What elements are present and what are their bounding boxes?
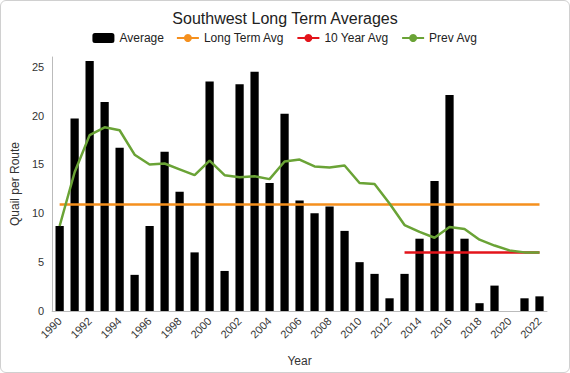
svg-text:2020: 2020 bbox=[488, 315, 514, 341]
svg-text:2016: 2016 bbox=[428, 315, 454, 341]
svg-text:2004: 2004 bbox=[248, 315, 274, 341]
svg-text:1990: 1990 bbox=[38, 315, 64, 341]
svg-text:1996: 1996 bbox=[128, 315, 154, 341]
svg-text:2000: 2000 bbox=[188, 315, 214, 341]
svg-text:2008: 2008 bbox=[308, 315, 334, 341]
svg-text:2014: 2014 bbox=[398, 315, 424, 341]
svg-text:10 Year Avg: 10 Year Avg bbox=[324, 31, 388, 45]
svg-text:Prev Avg: Prev Avg bbox=[429, 31, 477, 45]
svg-text:2022: 2022 bbox=[518, 315, 544, 341]
svg-text:20: 20 bbox=[32, 110, 44, 122]
svg-text:Southwest Long Term Averages: Southwest Long Term Averages bbox=[172, 10, 397, 27]
svg-text:0: 0 bbox=[38, 305, 44, 317]
svg-text:Long Term Avg: Long Term Avg bbox=[204, 31, 284, 45]
svg-text:2002: 2002 bbox=[218, 315, 244, 341]
svg-text:15: 15 bbox=[32, 158, 44, 170]
svg-text:2018: 2018 bbox=[458, 315, 484, 341]
svg-text:2012: 2012 bbox=[368, 315, 394, 341]
svg-text:1998: 1998 bbox=[158, 315, 184, 341]
svg-text:10: 10 bbox=[32, 207, 44, 219]
svg-text:25: 25 bbox=[32, 61, 44, 73]
svg-text:Average: Average bbox=[119, 31, 164, 45]
svg-text:Quail per Route: Quail per Route bbox=[8, 142, 22, 226]
svg-text:5: 5 bbox=[38, 256, 44, 268]
svg-text:2006: 2006 bbox=[278, 315, 304, 341]
svg-text:1992: 1992 bbox=[68, 315, 94, 341]
svg-text:2010: 2010 bbox=[338, 315, 364, 341]
svg-text:Year: Year bbox=[287, 354, 311, 368]
svg-text:1994: 1994 bbox=[98, 315, 124, 341]
